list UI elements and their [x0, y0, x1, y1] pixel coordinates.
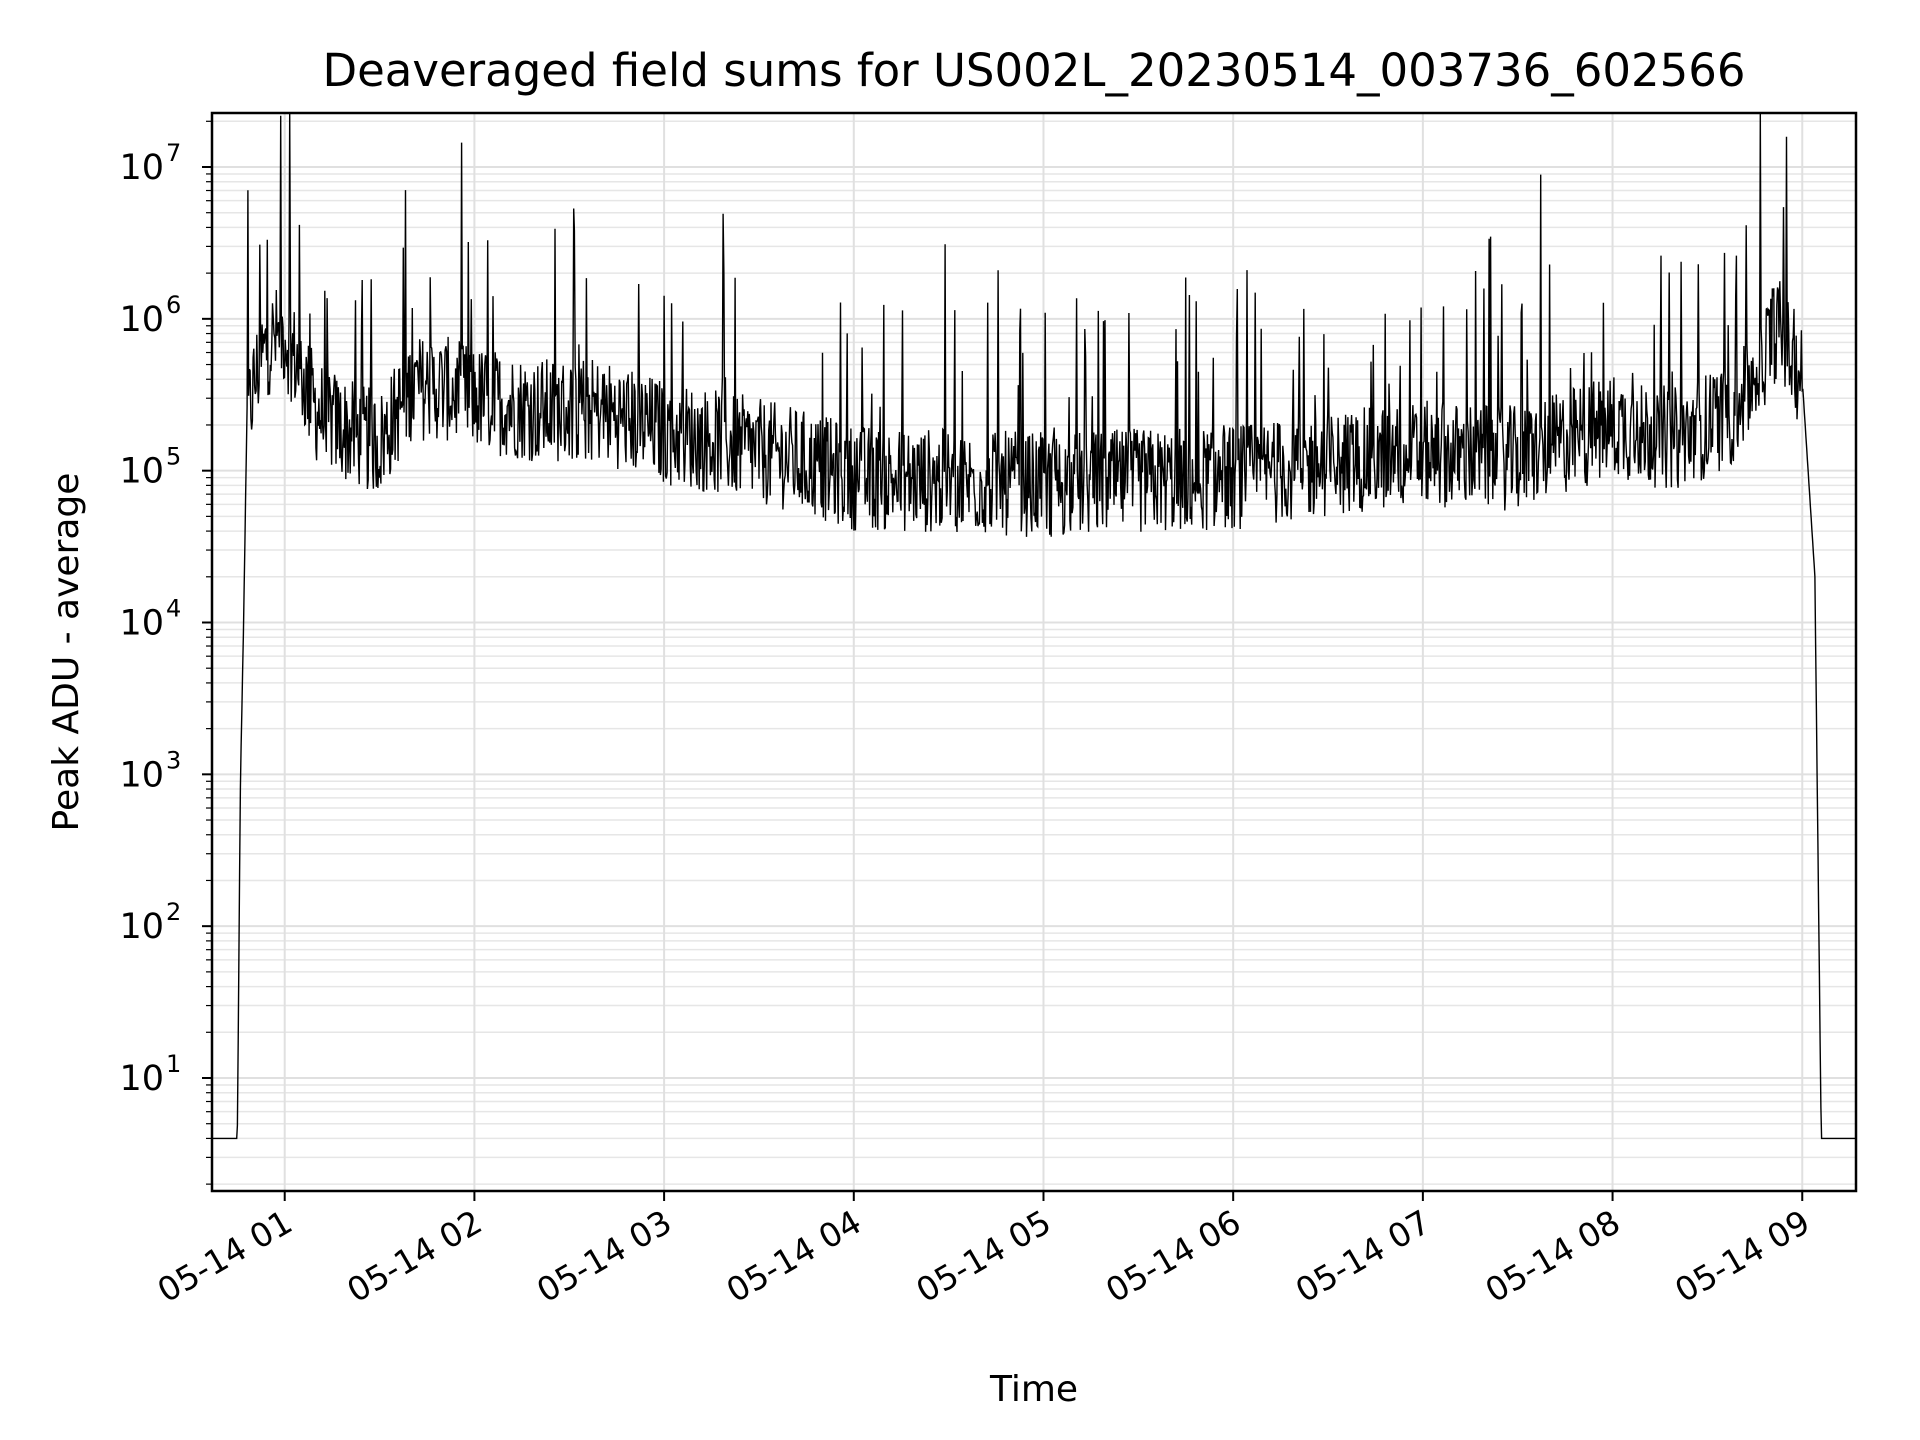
y-tick-label: 10 [119, 300, 164, 340]
y-tick-label: 10 [119, 148, 164, 188]
x-tick-label: 05-14 09 [1668, 1202, 1816, 1310]
x-tick-label: 05-14 06 [1099, 1202, 1247, 1310]
y-tick-label: 10 [119, 755, 164, 795]
y-tick-exponent: 6 [166, 291, 181, 319]
y-tick-exponent: 4 [166, 595, 181, 623]
y-tick-label: 10 [119, 907, 164, 947]
x-tick-label: 05-14 07 [1289, 1202, 1437, 1310]
x-tick-label: 05-14 01 [151, 1202, 299, 1310]
x-tick-label: 05-14 08 [1479, 1202, 1627, 1310]
x-tick-label: 05-14 03 [530, 1202, 678, 1310]
y-tick-exponent: 3 [166, 746, 181, 774]
y-tick-exponent: 1 [166, 1050, 181, 1078]
x-axis-label: Time [989, 1369, 1078, 1410]
x-tick-label: 05-14 02 [340, 1202, 488, 1310]
y-tick-exponent: 5 [166, 443, 181, 471]
series-line [212, 112, 1856, 1140]
grid [212, 113, 1856, 1191]
y-tick-label: 10 [119, 1059, 164, 1099]
plot-frame [210, 111, 1858, 1193]
plot-area [212, 112, 1856, 1140]
y-tick-label: 10 [119, 604, 164, 644]
chart-title: Deaveraged field sums for US002L_2023051… [322, 44, 1745, 97]
y-tick-exponent: 7 [166, 139, 181, 167]
x-tick-label: 05-14 05 [909, 1202, 1057, 1310]
x-tick-label: 05-14 04 [720, 1202, 868, 1310]
y-axis-label: Peak ADU - average [46, 473, 87, 832]
y-tick-exponent: 2 [166, 898, 181, 926]
y-tick-label: 10 [119, 452, 164, 492]
